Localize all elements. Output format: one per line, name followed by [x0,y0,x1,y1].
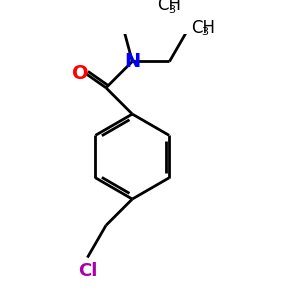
Text: N: N [124,52,140,71]
Text: 3: 3 [168,4,175,15]
Text: CH: CH [191,19,215,37]
Text: 3: 3 [201,27,208,37]
Text: O: O [72,64,88,83]
Text: Cl: Cl [78,262,97,280]
Text: CH: CH [158,0,182,14]
